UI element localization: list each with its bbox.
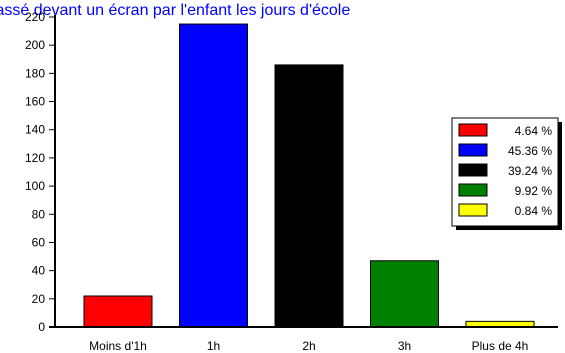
bar-moins-d-1h xyxy=(83,295,153,328)
y-tick-label: 80 xyxy=(32,207,46,221)
bar-2h xyxy=(274,64,344,328)
legend-label: 4.64 % xyxy=(515,124,553,138)
y-tick-label: 220 xyxy=(25,10,45,24)
y-tick-label: 120 xyxy=(25,151,45,165)
y-tick-label: 40 xyxy=(32,264,46,278)
legend: 4.64 % 45.36 % 39.24 % 9.92 % 0.84 % xyxy=(451,117,562,230)
legend-swatch xyxy=(458,183,488,197)
y-axis-ticks: 0 20 40 60 80 100 120 140 160 180 200 220 xyxy=(25,10,55,334)
x-tick-label: Plus de 4h xyxy=(472,339,529,353)
legend-label: 9.92 % xyxy=(515,184,553,198)
bar-3h xyxy=(370,260,439,328)
x-tick-label: 1h xyxy=(207,339,220,353)
legend-swatch xyxy=(458,163,488,177)
y-tick-label: 0 xyxy=(38,320,45,334)
bars xyxy=(83,23,535,328)
legend-swatch xyxy=(458,143,488,157)
axes xyxy=(49,15,558,328)
y-tick-label: 180 xyxy=(25,66,45,80)
x-axis-labels: Moins d'1h 1h 2h 3h Plus de 4h xyxy=(89,339,528,353)
y-tick-label: 200 xyxy=(25,38,45,52)
y-tick-label: 100 xyxy=(25,179,45,193)
legend-label: 45.36 % xyxy=(508,144,552,158)
y-tick-label: 20 xyxy=(32,292,46,306)
x-tick-label: 3h xyxy=(398,339,411,353)
legend-items: 4.64 % 45.36 % 39.24 % 9.92 % 0.84 % xyxy=(458,123,553,218)
y-tick-label: 160 xyxy=(25,95,45,109)
chart-title: Temps passé devant un écran par l'enfant… xyxy=(0,2,350,19)
y-tick-label: 140 xyxy=(25,123,45,137)
legend-label: 39.24 % xyxy=(508,164,552,178)
y-tick-label: 60 xyxy=(32,235,46,249)
x-tick-label: Moins d'1h xyxy=(89,339,147,353)
legend-swatch xyxy=(458,123,488,137)
legend-swatch xyxy=(458,203,488,217)
x-tick-label: 2h xyxy=(302,339,315,353)
bar-1h xyxy=(179,23,248,328)
legend-label: 0.84 % xyxy=(515,204,553,218)
